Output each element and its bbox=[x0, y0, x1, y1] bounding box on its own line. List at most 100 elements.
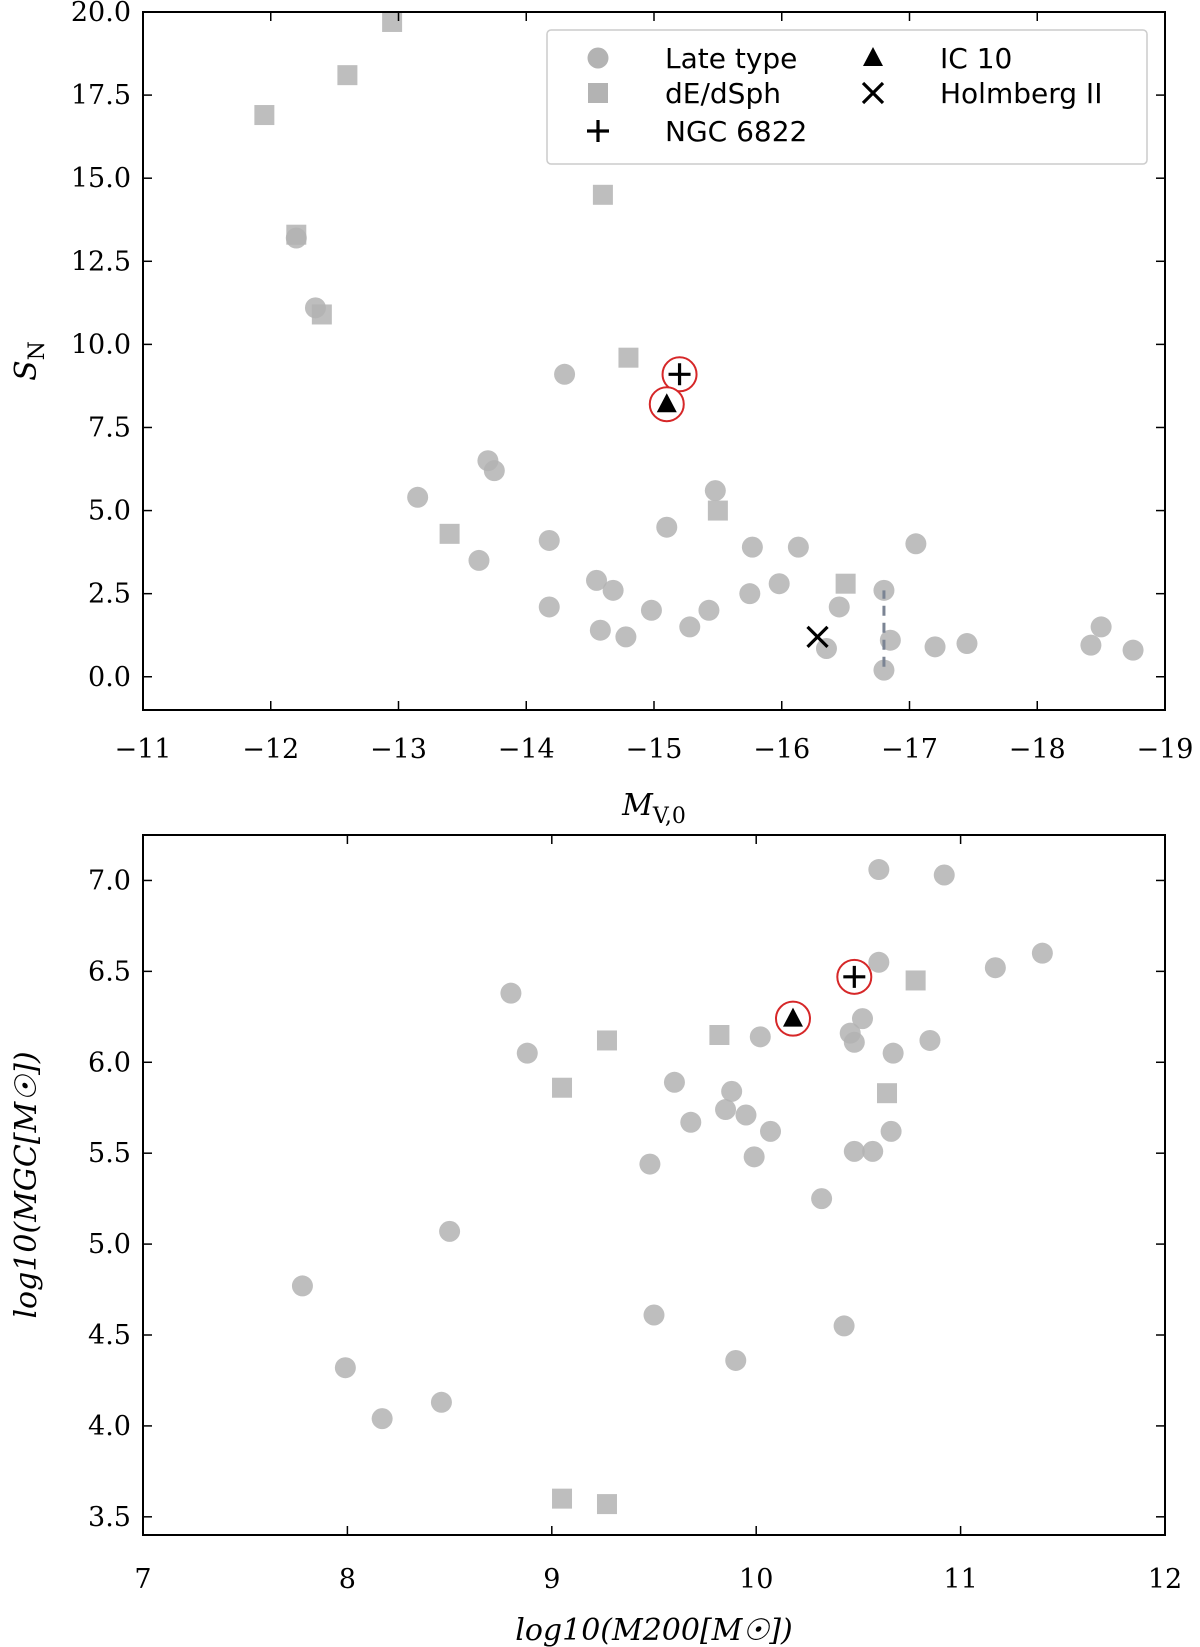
legend-marker bbox=[587, 120, 609, 142]
data-point bbox=[679, 616, 701, 638]
data-point bbox=[877, 1083, 898, 1104]
x-tick-label: 12 bbox=[1148, 1564, 1182, 1595]
data-point bbox=[1031, 942, 1053, 964]
series-de-dsph bbox=[552, 970, 926, 1515]
data-point bbox=[483, 460, 505, 482]
data-point bbox=[704, 480, 726, 502]
data-point bbox=[782, 1007, 803, 1027]
y-tick-label: 0.0 bbox=[88, 662, 131, 693]
data-point bbox=[618, 347, 639, 368]
x-tick-label: 9 bbox=[543, 1564, 560, 1595]
x-tick-label: 8 bbox=[339, 1564, 356, 1595]
data-point bbox=[721, 1080, 743, 1102]
data-point bbox=[602, 579, 624, 601]
x-axis-label: log10(M200[M☉]) bbox=[515, 1613, 792, 1647]
data-point bbox=[806, 625, 829, 649]
data-point bbox=[828, 596, 850, 618]
data-point bbox=[382, 11, 403, 32]
data-point bbox=[500, 982, 522, 1004]
legend-box bbox=[546, 29, 1148, 165]
y-tick-label: 20.0 bbox=[71, 0, 131, 28]
legend-label: NGC 6822 bbox=[665, 115, 807, 148]
y-tick-label: 10.0 bbox=[71, 329, 131, 360]
legend-marker bbox=[863, 47, 883, 66]
data-point bbox=[919, 1029, 941, 1051]
x-tick-label: 7 bbox=[134, 1564, 151, 1595]
data-point bbox=[554, 363, 576, 385]
x-tick-label: 11 bbox=[943, 1564, 977, 1595]
legend-label: dE/dSph bbox=[665, 77, 781, 110]
data-point bbox=[639, 1153, 661, 1175]
data-point bbox=[439, 1220, 461, 1242]
data-point bbox=[698, 599, 720, 621]
data-point bbox=[1122, 639, 1144, 661]
data-point bbox=[552, 1488, 573, 1509]
series-holmberg-ii bbox=[806, 625, 829, 649]
data-point bbox=[815, 638, 837, 660]
data-point bbox=[749, 1026, 771, 1048]
y-tick-label: 5.5 bbox=[88, 1138, 131, 1169]
data-point bbox=[291, 1275, 313, 1297]
x-tick-label: −11 bbox=[115, 734, 172, 765]
data-point bbox=[868, 859, 890, 881]
series-de-dsph bbox=[254, 11, 856, 594]
data-point bbox=[663, 1071, 685, 1093]
y-tick-label: 7.5 bbox=[88, 412, 131, 443]
bottom-panel-gc-mass-vs-halo-mass: 7 8 9 10 11 12 3.5 4.0 4.5 5.0 5.5 6.0 6.5 7.0 log10(M… bbox=[9, 834, 1182, 1647]
y-axis-label: log10(MGC[M☉]) bbox=[9, 1051, 44, 1318]
data-point bbox=[835, 573, 856, 594]
data-point bbox=[656, 516, 678, 538]
data-point bbox=[843, 1031, 865, 1053]
series-ngc-6822 bbox=[661, 356, 698, 393]
data-point bbox=[905, 970, 926, 991]
y-tick-label: 5.0 bbox=[88, 1229, 131, 1260]
data-point bbox=[862, 1140, 884, 1162]
data-point bbox=[787, 536, 809, 558]
data-point bbox=[407, 486, 429, 508]
x-tick-label: −15 bbox=[626, 734, 683, 765]
y-tick-label: 2.5 bbox=[88, 579, 131, 610]
data-point bbox=[1090, 616, 1112, 638]
data-point bbox=[956, 633, 978, 655]
y-axis-label: SN bbox=[9, 341, 50, 381]
plot-frame bbox=[142, 834, 1166, 1536]
data-point bbox=[833, 1315, 855, 1337]
top-panel-sn-vs-magnitude: −11 −12 −13 −14 −15 −16 −17 −18 −19 0.0 2.5 5.0 7.5 1… bbox=[9, 0, 1193, 829]
legend-label: Holmberg II bbox=[940, 77, 1102, 110]
legend-marker bbox=[588, 83, 608, 103]
series-ngc-6822 bbox=[836, 958, 873, 995]
data-point bbox=[984, 957, 1006, 979]
data-point bbox=[709, 1025, 730, 1045]
x-tick-label: −16 bbox=[753, 734, 810, 765]
data-point bbox=[933, 864, 955, 886]
data-point bbox=[615, 626, 637, 648]
data-point bbox=[735, 1104, 757, 1126]
x-tick-label: −12 bbox=[242, 734, 299, 765]
series-late-type bbox=[285, 227, 1144, 681]
data-point bbox=[430, 1391, 452, 1413]
data-point bbox=[439, 523, 460, 544]
legend-marker bbox=[861, 81, 885, 105]
data-point bbox=[337, 65, 358, 86]
data-point bbox=[843, 1140, 865, 1162]
data-point bbox=[880, 1120, 902, 1142]
series-ic-10 bbox=[648, 386, 685, 423]
data-point bbox=[656, 393, 677, 413]
data-point bbox=[760, 1120, 782, 1142]
x-tick-label: −19 bbox=[1137, 734, 1194, 765]
data-point bbox=[715, 1099, 737, 1121]
y-tick-label: 12.5 bbox=[71, 246, 131, 277]
data-point bbox=[596, 1494, 617, 1515]
data-point bbox=[371, 1408, 393, 1430]
data-point bbox=[707, 500, 728, 521]
data-point bbox=[668, 363, 691, 386]
data-point bbox=[538, 596, 560, 618]
data-point bbox=[538, 529, 560, 551]
data-point bbox=[254, 105, 275, 126]
y-tick-label: 17.5 bbox=[71, 80, 131, 111]
y-tick-label: 15.0 bbox=[71, 163, 131, 194]
data-point bbox=[596, 1030, 617, 1051]
x-tick-label: −13 bbox=[370, 734, 427, 765]
y-tick-label: 7.0 bbox=[88, 865, 131, 896]
